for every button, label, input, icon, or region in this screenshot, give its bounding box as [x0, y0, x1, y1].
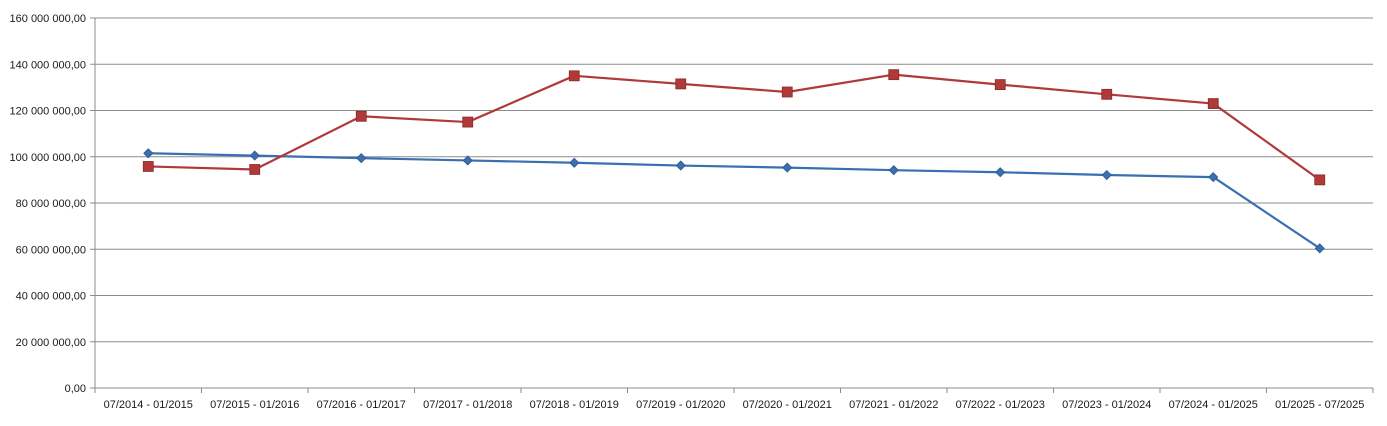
series-1-point [1208, 172, 1219, 183]
x-tick-label: 07/2022 - 01/2023 [956, 399, 1045, 411]
series-1-point [995, 167, 1006, 178]
series-1-point [143, 148, 154, 159]
series-1-point [249, 150, 260, 161]
series-2-point [675, 78, 687, 90]
y-tick-label: 120 000 000,00 [10, 106, 86, 118]
series-2-point [781, 86, 793, 98]
series-2-point [462, 116, 474, 128]
x-tick-label: 07/2016 - 01/2017 [317, 399, 406, 411]
y-tick-label: 60 000 000,00 [16, 244, 86, 256]
y-tick-label: 100 000 000,00 [10, 152, 86, 164]
series-1-point [888, 165, 899, 176]
series-1-point [356, 153, 367, 164]
x-tick-label: 07/2024 - 01/2025 [1169, 399, 1258, 411]
y-tick-label: 160 000 000,00 [10, 13, 86, 25]
x-tick-label: 07/2020 - 01/2021 [743, 399, 832, 411]
y-tick-label: 20 000 000,00 [16, 337, 86, 349]
axes [90, 17, 1374, 393]
series-2-point [1101, 88, 1113, 100]
series-2-point [1207, 98, 1219, 109]
series-1-point [462, 155, 473, 166]
series-2-point [142, 161, 154, 172]
series-2-point [1314, 174, 1326, 186]
y-tick-label: 0,00 [65, 383, 86, 395]
series-1-point [569, 157, 580, 168]
grid-lines [95, 17, 1373, 343]
series-1-point [675, 160, 686, 171]
series-2-point [994, 79, 1006, 90]
x-tick-label: 07/2021 - 01/2022 [849, 399, 938, 411]
x-tick-label: 07/2015 - 01/2016 [210, 399, 299, 411]
x-tick-label: 07/2023 - 01/2024 [1062, 399, 1151, 411]
series-2-point [249, 164, 261, 175]
series-1-point [1314, 243, 1325, 254]
x-tick-labels: 07/2014 - 01/2015 07/2015 - 01/2016 07/201… [104, 399, 1365, 411]
x-tick-label: 07/2017 - 01/2018 [423, 399, 512, 411]
series-line-1 [148, 152, 1321, 250]
x-tick-label: 07/2018 - 01/2019 [530, 399, 619, 411]
x-tick-label: 07/2019 - 01/2020 [636, 399, 725, 411]
y-tick-label: 140 000 000,00 [10, 59, 86, 71]
series-2-point [568, 70, 580, 82]
series-2-point [888, 69, 900, 81]
x-tick-label: 07/2014 - 01/2015 [104, 399, 193, 411]
y-tick-labels: 0,00 20 000 000,00 40 000 000,00 60 000 000… [10, 13, 86, 395]
series-group [142, 69, 1326, 254]
y-tick-label: 80 000 000,00 [16, 198, 86, 210]
series-1-point [782, 162, 793, 173]
x-tick-label: 01/2025 - 07/2025 [1275, 399, 1364, 411]
series-1-point [1101, 169, 1112, 181]
series-line-2 [148, 73, 1321, 181]
series-2-point [355, 110, 367, 122]
y-tick-label: 40 000 000,00 [16, 291, 86, 303]
